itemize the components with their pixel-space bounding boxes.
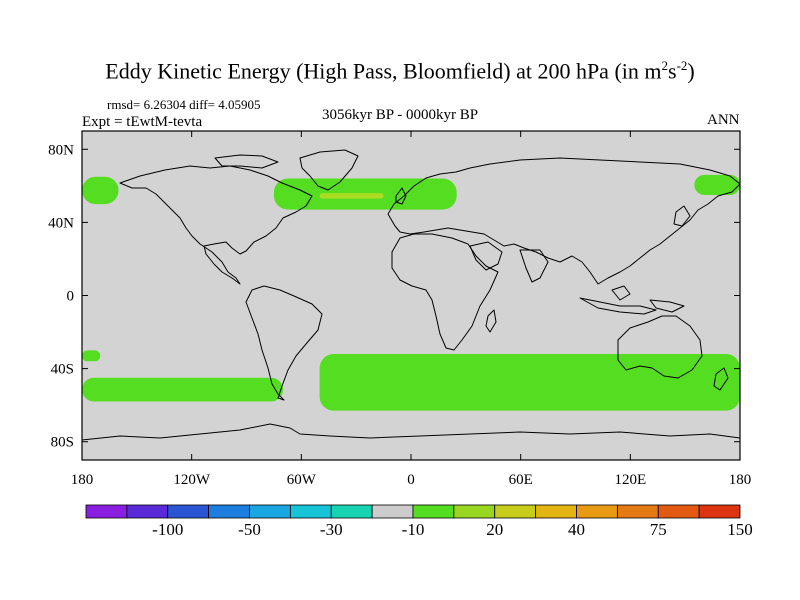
lon-tick-label: 180 bbox=[71, 472, 94, 488]
season-label: ANN bbox=[707, 112, 740, 128]
lon-tick-label: 0 bbox=[407, 472, 415, 488]
coast-india bbox=[519, 249, 549, 283]
colorbar-swatch bbox=[657, 504, 700, 519]
axis-labels: 80N 40N 0 40S 80S 180 120W 60W 0 60E 120E 180 bbox=[48, 142, 751, 488]
coastlines bbox=[81, 149, 741, 441]
colorbar-swatch bbox=[208, 504, 250, 519]
colorbar-swatch bbox=[289, 504, 332, 519]
unit-exponent-1: 2 bbox=[661, 58, 669, 73]
coast-uk bbox=[395, 187, 407, 205]
colorbar-swatch bbox=[330, 504, 373, 519]
coast-borneo bbox=[611, 285, 631, 301]
colorbar-label: -50 bbox=[238, 520, 261, 539]
coast-greenland bbox=[299, 149, 359, 191]
colorbar-swatch bbox=[453, 504, 496, 519]
lon-tick-label: 120E bbox=[614, 472, 646, 488]
coast-japan bbox=[673, 205, 691, 227]
coast-indonesia bbox=[579, 297, 657, 315]
colorbar-swatch bbox=[85, 504, 128, 519]
region-north-pacific-east bbox=[694, 174, 740, 195]
lon-tick-label: 60W bbox=[287, 472, 317, 488]
coast-australia bbox=[617, 315, 703, 379]
lon-tick-label: 180 bbox=[729, 472, 752, 488]
coast-arabia bbox=[469, 241, 503, 271]
coast-eurasia bbox=[387, 157, 741, 285]
coast-africa bbox=[391, 233, 499, 351]
lat-tick-label: 80S bbox=[51, 435, 74, 451]
colorbar-swatch bbox=[249, 504, 291, 519]
unit-exponent-2: -2 bbox=[676, 58, 688, 73]
coast-madagascar bbox=[485, 309, 497, 333]
region-south-pacific-west bbox=[82, 350, 101, 362]
colorbar-swatch bbox=[494, 504, 537, 519]
colorbar-swatch bbox=[535, 504, 577, 519]
lat-tick-label: 40N bbox=[48, 215, 74, 231]
coast-new-guinea bbox=[649, 299, 685, 313]
region-north-atlantic-core bbox=[319, 193, 384, 199]
region-north-pacific-west bbox=[82, 176, 119, 205]
colorbar-swatch bbox=[412, 504, 455, 519]
coast-north-america bbox=[119, 165, 313, 285]
period-label: 3056kyr BP - 0000kyr BP bbox=[322, 107, 479, 123]
colorbar-swatch bbox=[616, 504, 659, 519]
colorbar-label: 40 bbox=[568, 520, 585, 539]
lat-tick-label: 40S bbox=[51, 362, 74, 378]
colorbar-label: 20 bbox=[486, 520, 504, 539]
lat-tick-label: 0 bbox=[67, 289, 75, 305]
lon-tick-label: 120W bbox=[173, 472, 211, 488]
colorbar-label: -10 bbox=[401, 520, 425, 539]
coast-south-america bbox=[245, 285, 323, 401]
colorbar-swatch bbox=[167, 504, 210, 519]
colorbar bbox=[85, 504, 741, 519]
colorbar-label: -100 bbox=[152, 520, 184, 539]
colorbar-swatch bbox=[371, 504, 414, 519]
coast-new-zealand bbox=[713, 367, 729, 391]
lon-tick-label: 60E bbox=[509, 472, 533, 488]
axis-ticks bbox=[81, 131, 741, 460]
colorbar-swatch bbox=[126, 504, 169, 519]
region-south-indian-atlantic bbox=[319, 353, 740, 411]
chart-title: Eddy Kinetic Energy (High Pass, Bloomfie… bbox=[105, 58, 695, 84]
experiment-label: Expt = tEwtM-tevta bbox=[82, 114, 203, 130]
region-south-pacific bbox=[82, 377, 284, 402]
colorbar-label: 150 bbox=[727, 520, 753, 539]
coast-antarctica bbox=[81, 423, 741, 441]
colorbar-swatch bbox=[576, 504, 618, 519]
stats-text: rmsd= 6.26304 diff= 4.05905 bbox=[107, 97, 261, 112]
colorbar-label: 75 bbox=[649, 520, 667, 539]
lat-tick-label: 80N bbox=[48, 142, 74, 158]
colorbar-label: -30 bbox=[319, 520, 343, 539]
coast-arctic-islands bbox=[214, 154, 279, 169]
colorbar-swatch bbox=[698, 504, 741, 519]
